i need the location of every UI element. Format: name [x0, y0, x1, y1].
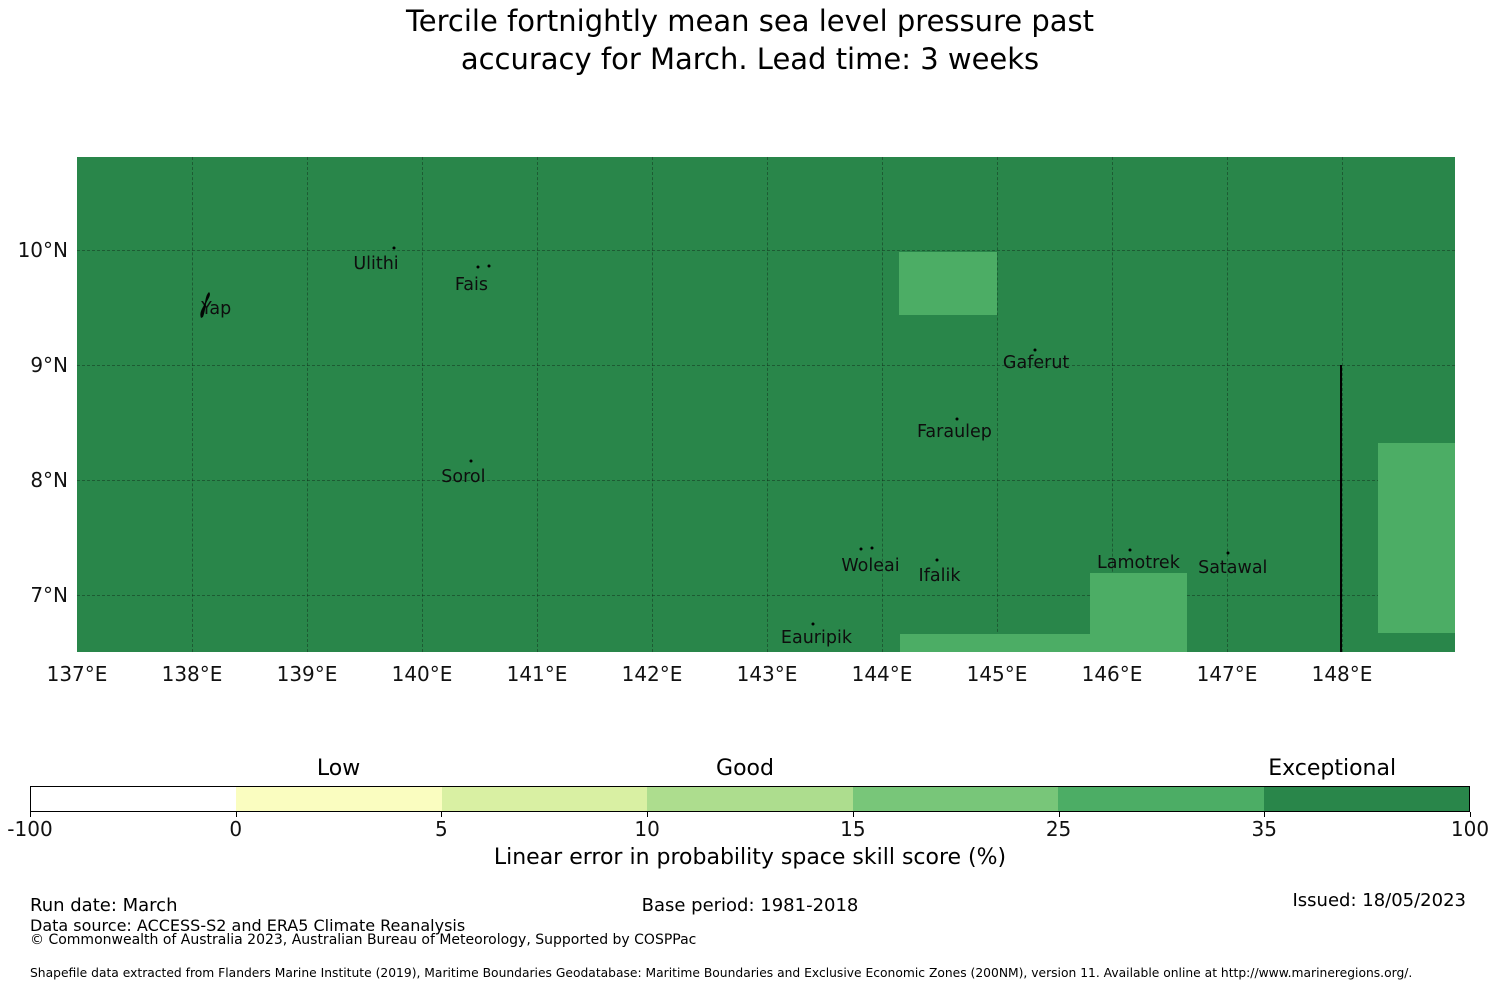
island-label-ulithi: Ulithi	[353, 253, 399, 274]
colorbar-tick-mark	[235, 812, 237, 817]
colorbar-segment-5-10	[441, 787, 648, 811]
copyright-text: © Commonwealth of Australia 2023, Austra…	[30, 932, 697, 948]
island-dot-satawal	[1226, 551, 1230, 555]
colorbar-tick-label: 25	[1045, 817, 1072, 841]
lon-tick-label: 137°E	[46, 662, 108, 686]
island-dot-woleai	[870, 546, 874, 550]
colorbar-category-exceptional: Exceptional	[1268, 756, 1397, 781]
lat-tick-label: 10°N	[17, 238, 68, 263]
map-gridline-vertical	[192, 157, 193, 652]
lat-tick-label: 8°N	[30, 468, 68, 493]
colorbar	[30, 786, 1470, 812]
colorbar-axis-label: Linear error in probability space skill …	[493, 845, 1007, 870]
map-gridline-horizontal	[77, 595, 1455, 597]
colorbar-tick-mark	[1058, 812, 1060, 817]
colorbar-segment-10-15	[647, 787, 853, 811]
island-dot-lamotrek	[1128, 548, 1132, 552]
colorbar-segment-0-5	[236, 787, 442, 811]
colorbar-tick-label: 15	[840, 817, 866, 841]
map-gridline-horizontal	[77, 480, 1455, 482]
lat-tick-label: 9°N	[30, 353, 68, 378]
island-dot-fais	[487, 264, 491, 268]
island-label-woleai: Woleai	[841, 556, 900, 577]
lon-tick-label: 147°E	[1196, 662, 1258, 686]
run-date-text: Run date: March	[30, 895, 178, 916]
base-period-text: Base period: 1981-2018	[641, 895, 859, 916]
map-gridline-vertical	[537, 157, 538, 652]
colorbar-tick-label: -100	[7, 817, 53, 841]
colorbar-segment-25-35	[1058, 787, 1264, 811]
data-source-text: Data source: ACCESS-S2 and ERA5 Climate …	[30, 916, 466, 935]
colorbar-category-low: Low	[316, 756, 361, 781]
lat-tick-label: 7°N	[30, 583, 68, 608]
map-gridline-vertical	[652, 157, 653, 652]
colorbar-tick-mark	[852, 812, 854, 817]
lon-tick-label: 143°E	[736, 662, 798, 686]
island-label-fais: Fais	[454, 274, 489, 295]
colorbar-tick-mark	[1470, 812, 1471, 817]
yap-island-shape-icon	[194, 291, 216, 319]
map-gridline-vertical	[1342, 157, 1343, 652]
colorbar-segment-35-100	[1263, 787, 1469, 811]
colorbar-category-good: Good	[716, 756, 774, 781]
island-label-sorol: Sorol	[441, 466, 486, 487]
skill-score-cell-25-35	[1377, 443, 1455, 634]
skill-score-cell-25-35	[899, 252, 997, 315]
island-dot-eauripik	[811, 622, 815, 626]
lon-tick-label: 139°E	[276, 662, 338, 686]
island-label-yap: Yap	[201, 298, 232, 319]
colorbar-tick-label: 0	[229, 817, 243, 841]
colorbar-tick-label: 35	[1251, 817, 1278, 841]
island-label-lamotrek: Lamotrek	[1097, 552, 1180, 573]
skill-score-cell-25-35	[900, 634, 1091, 652]
map-gridline-horizontal	[77, 365, 1455, 367]
island-dot-woleai	[859, 547, 863, 551]
colorbar-tick-label: 5	[435, 817, 448, 841]
shapefile-note-text: Shapefile data extracted from Flanders M…	[30, 966, 1413, 980]
lon-tick-label: 138°E	[161, 662, 223, 686]
lon-tick-label: 144°E	[851, 662, 913, 686]
island-label-eauripik: Eauripik	[780, 627, 852, 648]
lon-tick-label: 146°E	[1081, 662, 1143, 686]
lon-tick-label: 145°E	[966, 662, 1028, 686]
island-dot-sorol	[469, 459, 473, 463]
map-gridline-vertical	[422, 157, 423, 652]
figure-title-line1: Tercile fortnightly mean sea level press…	[405, 4, 1095, 38]
colorbar-tick-label: 100	[1450, 817, 1490, 841]
map-gridline-vertical	[1112, 157, 1113, 652]
colorbar-tick-mark	[647, 812, 649, 817]
island-dot-ulithi	[392, 246, 396, 250]
eez-boundary-line	[1339, 365, 1342, 652]
figure-title-line2: accuracy for March. Lead time: 3 weeks	[460, 42, 1040, 76]
map-gridline-vertical	[307, 157, 308, 652]
map-plot-area: Yap Ulithi Fais Sorol Gaferut Faraulep Woleai I…	[77, 157, 1455, 652]
colorbar-tick-mark	[1264, 812, 1266, 817]
colorbar-segment-15-25	[852, 787, 1059, 811]
island-dot-gaferut	[1033, 348, 1037, 352]
map-gridline-vertical	[767, 157, 768, 652]
lon-tick-label: 141°E	[506, 662, 568, 686]
map-gridline-vertical	[997, 157, 998, 652]
island-label-satawal: Satawal	[1198, 557, 1268, 578]
island-label-faraulep: Faraulep	[916, 421, 992, 442]
lon-tick-label: 142°E	[621, 662, 683, 686]
lon-tick-label: 148°E	[1311, 662, 1373, 686]
island-dot-ifalik	[935, 558, 939, 561]
island-label-ifalik: Ifalik	[918, 565, 961, 586]
map-gridline-vertical	[882, 157, 883, 652]
island-dot-faraulep	[955, 417, 959, 421]
issued-date-text: Issued: 18/05/2023	[1292, 890, 1466, 911]
island-dot-fais	[476, 265, 480, 269]
colorbar-segment--100-0	[31, 787, 237, 811]
skill-score-cell-25-35	[1090, 573, 1187, 652]
island-label-gaferut: Gaferut	[1002, 352, 1070, 373]
map-gridline-vertical	[1227, 157, 1228, 652]
map-gridline-horizontal	[77, 250, 1455, 252]
colorbar-tick-mark	[30, 812, 31, 817]
lon-tick-label: 140°E	[391, 662, 453, 686]
colorbar-tick-mark	[441, 812, 443, 817]
colorbar-tick-label: 10	[634, 817, 660, 841]
